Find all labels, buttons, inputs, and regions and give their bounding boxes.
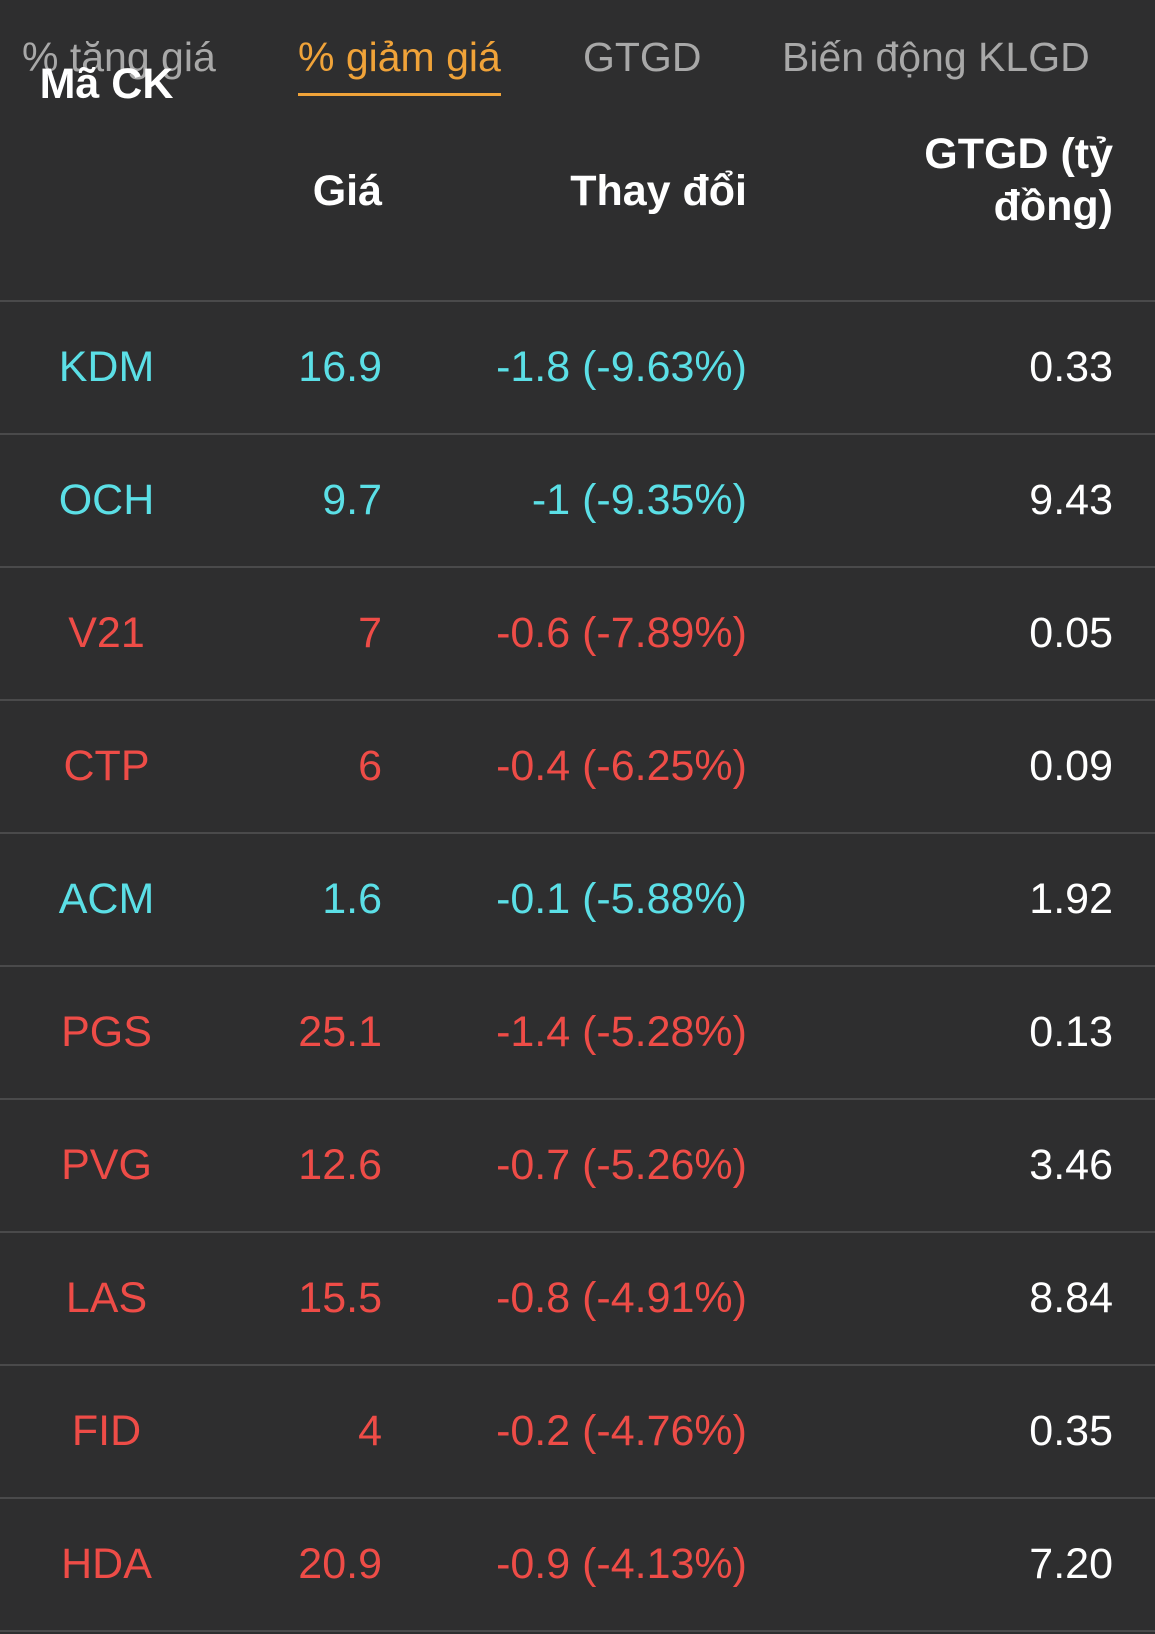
tab-volume-change[interactable]: Biến động KLGD (782, 34, 1090, 80)
table-body: KDM 16.9 -1.8 (-9.63%) 0.33 OCH 9.7 -1 (… (0, 302, 1155, 1632)
tab-top-losers-label: % giảm giá (298, 34, 501, 80)
stock-code[interactable]: ACM (58, 875, 155, 923)
stock-code[interactable]: HDA (61, 1540, 152, 1588)
stock-trading-value: 0.13 (1029, 1008, 1113, 1056)
stock-change: -0.4 (-6.25%) (496, 742, 747, 790)
header-price[interactable]: Giá (312, 167, 382, 215)
table-row[interactable]: LAS 15.5 -0.8 (-4.91%) 8.84 (0, 1233, 1155, 1366)
stock-price: 15.5 (298, 1274, 382, 1322)
table-row[interactable]: PVG 12.6 -0.7 (-5.26%) 3.46 (0, 1100, 1155, 1233)
stock-change: -0.7 (-5.26%) (496, 1141, 747, 1189)
tab-trading-value[interactable]: GTGD (583, 34, 702, 80)
header-code[interactable]: Mã CK (39, 60, 174, 108)
stock-price: 1.6 (322, 875, 382, 923)
stock-trading-value: 3.46 (1029, 1141, 1113, 1189)
stock-code[interactable]: PVG (61, 1141, 152, 1189)
table-row[interactable]: V21 7 -0.6 (-7.89%) 0.05 (0, 568, 1155, 701)
stock-price: 4 (358, 1407, 382, 1455)
stock-code[interactable]: FID (71, 1407, 142, 1455)
table-row[interactable]: ACM 1.6 -0.1 (-5.88%) 1.92 (0, 834, 1155, 967)
table-row[interactable]: OCH 9.7 -1 (-9.35%) 9.43 (0, 435, 1155, 568)
table-row[interactable]: CTP 6 -0.4 (-6.25%) 0.09 (0, 701, 1155, 834)
stock-trading-value: 0.05 (1029, 609, 1113, 657)
stock-trading-value: 1.92 (1029, 875, 1113, 923)
stock-code[interactable]: CTP (63, 742, 150, 790)
stock-price: 6 (358, 742, 382, 790)
stock-price: 7 (358, 609, 382, 657)
stock-code[interactable]: OCH (58, 476, 155, 524)
header-trading-value[interactable]: GTGD (tỷ đồng) (924, 130, 1113, 230)
table-row[interactable]: FID 4 -0.2 (-4.76%) 0.35 (0, 1366, 1155, 1499)
table-row[interactable]: HDA 20.9 -0.9 (-4.13%) 7.20 (0, 1499, 1155, 1632)
stock-price: 16.9 (298, 343, 382, 391)
stock-trading-value: 8.84 (1029, 1274, 1113, 1322)
tab-bar: % tăng giá % giảm giá GTGD Biến động KLG… (0, 0, 1155, 110)
stock-trading-value: 0.33 (1029, 343, 1113, 391)
stock-change: -0.8 (-4.91%) (496, 1274, 747, 1322)
stock-code[interactable]: PGS (61, 1008, 152, 1056)
stock-change: -1.8 (-9.63%) (496, 343, 747, 391)
stock-code[interactable]: LAS (65, 1274, 148, 1322)
stock-code[interactable]: KDM (58, 343, 155, 391)
stock-change: -0.2 (-4.76%) (496, 1407, 747, 1455)
stock-code[interactable]: V21 (68, 609, 145, 657)
stock-trading-value: 0.35 (1029, 1407, 1113, 1455)
stock-change: -1.4 (-5.28%) (496, 1008, 747, 1056)
stock-trading-value: 9.43 (1029, 476, 1113, 524)
table-header: Mã CK Giá Thay đổi GTGD (tỷ đồng) (0, 60, 1155, 302)
stock-change: -0.9 (-4.13%) (496, 1540, 747, 1588)
stock-trading-value: 0.09 (1029, 742, 1113, 790)
stock-price: 9.7 (322, 476, 382, 524)
stock-price: 12.6 (298, 1141, 382, 1189)
stock-trading-value: 7.20 (1029, 1540, 1113, 1588)
stock-price: 20.9 (298, 1540, 382, 1588)
tab-top-losers[interactable]: % giảm giá (298, 32, 501, 96)
table-row[interactable]: PGS 25.1 -1.4 (-5.28%) 0.13 (0, 967, 1155, 1100)
table-row[interactable]: KDM 16.9 -1.8 (-9.63%) 0.33 (0, 302, 1155, 435)
tab-top-gainers[interactable]: % tăng giá (22, 34, 216, 80)
stock-change: -0.6 (-7.89%) (496, 609, 747, 657)
stock-change: -0.1 (-5.88%) (496, 875, 747, 923)
active-tab-indicator (298, 93, 501, 96)
header-change[interactable]: Thay đổi (570, 167, 747, 215)
stock-price: 25.1 (298, 1008, 382, 1056)
stock-change: -1 (-9.35%) (531, 476, 747, 524)
